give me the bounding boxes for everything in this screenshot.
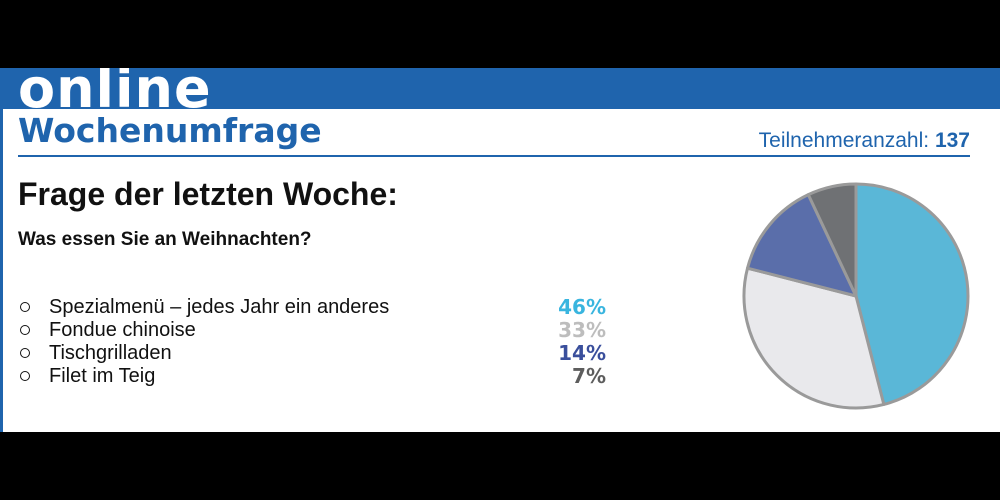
- answer-option[interactable]: Filet im Teig 7%: [20, 365, 620, 388]
- answer-option[interactable]: Fondue chinoise 33%: [20, 319, 620, 342]
- title-divider: [18, 155, 970, 157]
- pie-chart: [740, 180, 972, 412]
- answer-options: Spezialmenü – jedes Jahr ein anderes 46%…: [20, 296, 620, 388]
- participant-count: Teilnehmeranzahl: 137: [759, 130, 970, 151]
- answer-percentage: 33%: [558, 319, 606, 342]
- page-title: Wochenumfrage: [18, 114, 322, 147]
- question-heading: Frage der letzten Woche:: [18, 178, 398, 210]
- radio-button-icon[interactable]: [20, 302, 30, 312]
- participant-count-value: 137: [935, 129, 970, 152]
- answer-label: Fondue chinoise: [49, 319, 196, 342]
- answer-label: Spezialmenü – jedes Jahr ein anderes: [49, 296, 389, 319]
- answer-label: Filet im Teig: [49, 365, 155, 388]
- answer-percentage: 7%: [572, 365, 606, 388]
- question-text: Was essen Sie an Weihnachten?: [18, 230, 312, 249]
- participant-count-label: Teilnehmeranzahl:: [759, 129, 929, 152]
- radio-button-icon[interactable]: [20, 325, 30, 335]
- radio-button-icon[interactable]: [20, 371, 30, 381]
- answer-percentage: 46%: [558, 296, 606, 319]
- brand-label: online: [18, 68, 212, 109]
- left-rule: [0, 109, 3, 432]
- answer-option[interactable]: Spezialmenü – jedes Jahr ein anderes 46%: [20, 296, 620, 319]
- header-band: online: [0, 68, 1000, 109]
- answer-option[interactable]: Tischgrilladen 14%: [20, 342, 620, 365]
- radio-button-icon[interactable]: [20, 348, 30, 358]
- answer-label: Tischgrilladen: [49, 342, 172, 365]
- answer-percentage: 14%: [558, 342, 606, 365]
- poll-panel: online Wochenumfrage Teilnehmeranzahl: 1…: [0, 68, 1000, 432]
